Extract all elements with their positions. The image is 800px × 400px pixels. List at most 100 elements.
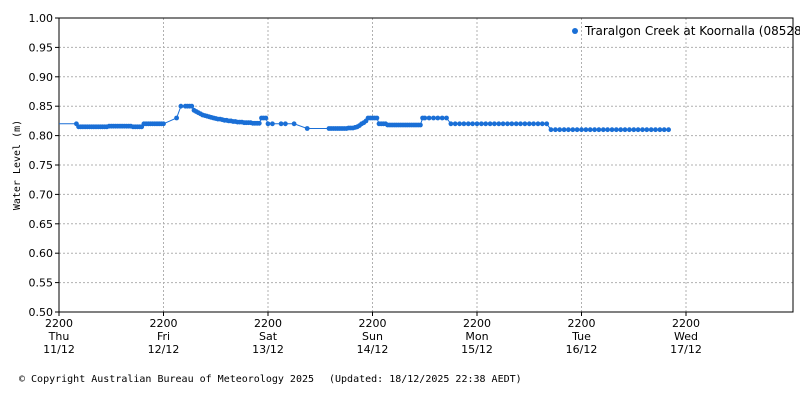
data-point — [592, 127, 597, 133]
data-point — [600, 127, 606, 133]
data-point — [422, 115, 428, 121]
x-tick-label: 2200 — [254, 317, 282, 330]
data-point — [418, 122, 423, 128]
legend: Traralgon Creek at Koornalla (085281) — [572, 24, 800, 38]
data-point — [522, 121, 528, 127]
y-tick-label: 0.50 — [29, 306, 54, 319]
x-tick-label: Fri — [157, 330, 170, 343]
legend-marker — [572, 28, 578, 34]
data-point — [304, 126, 310, 131]
y-tick-label: 1.00 — [29, 12, 54, 25]
x-tick-label: 2200 — [359, 317, 387, 330]
data-point — [587, 127, 593, 133]
data-point — [644, 127, 650, 133]
data-point — [605, 127, 610, 133]
grid-lines — [59, 18, 793, 312]
y-axis: 0.50 0.55 0.60 0.65 0.70 0.75 0.80 0.85 0.90 0.95… — [29, 12, 59, 319]
data-point — [474, 121, 480, 127]
x-tick-label: 12/12 — [148, 343, 180, 356]
data-point — [535, 121, 541, 127]
data-point — [178, 103, 184, 109]
y-tick-label: 0.95 — [29, 41, 54, 54]
x-tick-label: 17/12 — [670, 343, 702, 356]
x-tick-label: 2200 — [150, 317, 178, 330]
x-tick-label: 11/12 — [43, 343, 75, 356]
x-tick-label: 16/12 — [566, 343, 598, 356]
data-point — [561, 127, 567, 133]
data-point — [500, 121, 506, 127]
data-point — [470, 121, 475, 127]
data-point — [657, 127, 663, 133]
data-point — [596, 127, 602, 133]
data-point — [509, 121, 515, 127]
data-point — [579, 127, 584, 133]
data-point — [526, 121, 532, 127]
y-tick-label: 0.80 — [29, 130, 54, 143]
data-point — [465, 121, 471, 127]
data-point — [513, 121, 519, 127]
data-point — [256, 120, 262, 126]
data-point — [548, 127, 554, 133]
data-point — [448, 121, 454, 127]
data-point — [505, 121, 510, 127]
water-level-chart: 0.50 0.55 0.60 0.65 0.70 0.75 0.80 0.85 0.90 0.95… — [12, 12, 800, 356]
x-tick-label: Tue — [571, 330, 591, 343]
data-point — [653, 127, 658, 133]
data-point — [374, 115, 380, 121]
data-point — [539, 121, 545, 127]
y-tick-label: 0.70 — [29, 188, 54, 201]
x-tick-label: 15/12 — [461, 343, 493, 356]
x-tick-label: 14/12 — [357, 343, 389, 356]
data-point — [609, 127, 615, 133]
data-point — [622, 127, 628, 133]
x-tick-label: 2200 — [568, 317, 596, 330]
updated-text: (Updated: 18/12/2025 22:38 AEDT) — [329, 374, 522, 385]
legend-label: Traralgon Creek at Koornalla (085281) — [584, 24, 800, 38]
x-tick-label: Sun — [362, 330, 383, 343]
data-point — [613, 127, 619, 133]
x-tick-label: 2200 — [463, 317, 491, 330]
data-point — [189, 103, 195, 109]
data-point — [661, 127, 667, 133]
series-traralgon-creek — [59, 103, 671, 133]
x-tick-label: Thu — [48, 330, 70, 343]
data-point — [583, 127, 589, 133]
data-point — [648, 127, 654, 133]
y-tick-label: 0.90 — [29, 71, 54, 84]
data-point — [483, 121, 489, 127]
y-tick-label: 0.75 — [29, 159, 54, 172]
data-point — [461, 121, 467, 127]
data-point — [553, 127, 558, 133]
y-tick-label: 0.85 — [29, 100, 54, 113]
x-tick-label: Sat — [259, 330, 278, 343]
data-point — [452, 121, 458, 127]
data-point — [618, 127, 624, 133]
y-tick-label: 0.60 — [29, 247, 54, 260]
data-point — [492, 121, 497, 127]
data-point — [666, 127, 671, 133]
data-point — [265, 121, 271, 127]
data-point — [174, 115, 180, 121]
data-point — [631, 127, 637, 133]
data-point — [439, 115, 445, 121]
data-point — [496, 121, 502, 127]
data-point — [426, 115, 432, 121]
x-tick-label: 2200 — [45, 317, 73, 330]
data-point — [627, 127, 632, 133]
y-axis-label: Water Level (m) — [12, 120, 23, 210]
y-tick-label: 0.55 — [29, 277, 54, 290]
data-point — [457, 121, 462, 127]
y-tick-label: 0.65 — [29, 218, 54, 231]
data-point — [161, 121, 166, 127]
data-point — [431, 115, 436, 121]
data-point — [291, 121, 297, 127]
x-tick-label: 13/12 — [252, 343, 284, 356]
x-tick-label: 2200 — [672, 317, 700, 330]
data-point — [566, 127, 571, 133]
x-tick-label: Wed — [674, 330, 698, 343]
data-point — [263, 115, 269, 121]
data-point — [518, 121, 523, 127]
plot-frame — [58, 17, 794, 313]
data-point — [270, 121, 275, 127]
data-point — [487, 121, 493, 127]
